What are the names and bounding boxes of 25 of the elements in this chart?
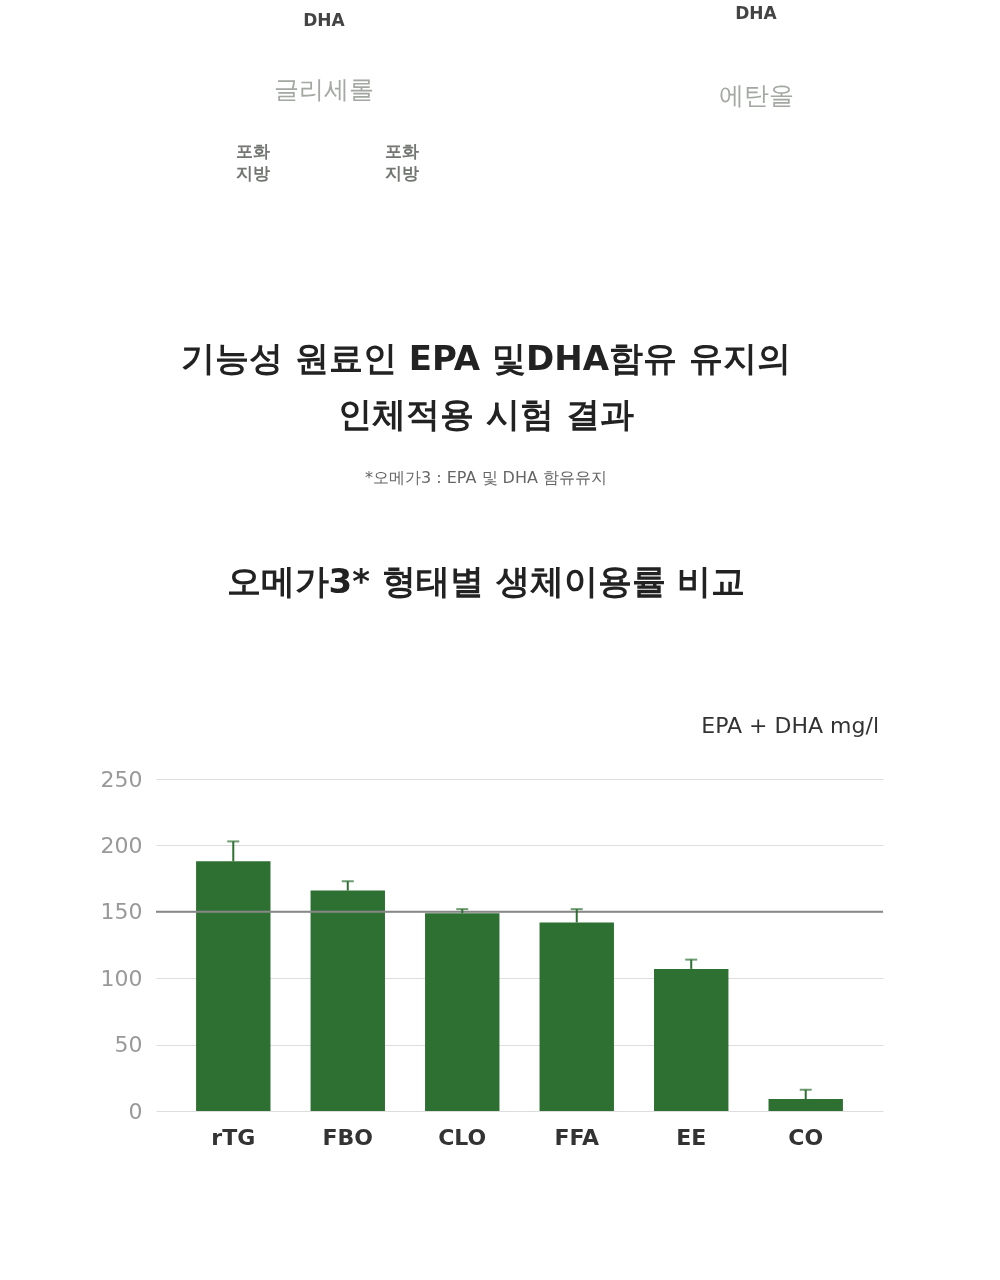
y-tick-label: 0 <box>128 1098 143 1124</box>
text: 글리세롤 <box>274 75 374 104</box>
text: 포화 <box>236 141 270 161</box>
x-tick-label: rTG <box>211 1124 256 1150</box>
x-tick-label: CO <box>788 1124 824 1150</box>
y-tick-label: 250 <box>100 766 143 792</box>
x-tick-label: CLO <box>438 1124 487 1150</box>
text: 기능성 원료인 EPA 및DHA함유 유지의 <box>181 338 791 378</box>
text: 지방 <box>236 163 270 183</box>
x-tick-label: FFA <box>554 1124 600 1150</box>
text: 포화 <box>385 141 419 161</box>
text: 에탄올 <box>718 81 794 110</box>
y-tick-label: 200 <box>100 832 143 858</box>
y-tick-label: 100 <box>100 965 143 991</box>
text: 인체적용 시험 결과 <box>338 394 634 434</box>
text: 지방 <box>385 163 419 183</box>
text: DHA <box>303 10 346 30</box>
y-tick-label: 150 <box>100 899 143 925</box>
y-tick-label: 50 <box>114 1032 143 1058</box>
x-tick-label: EE <box>676 1124 707 1150</box>
chart-title: 오메가3* 형태별 생체이용률 비교 <box>226 561 746 601</box>
x-tick-label: FBO <box>322 1124 374 1150</box>
y-axis-title: EPA + DHA mg/l <box>701 713 879 738</box>
text: DHA <box>735 3 778 23</box>
text: *오메가3 : EPA 및 DHA 함유유지 <box>365 468 607 487</box>
